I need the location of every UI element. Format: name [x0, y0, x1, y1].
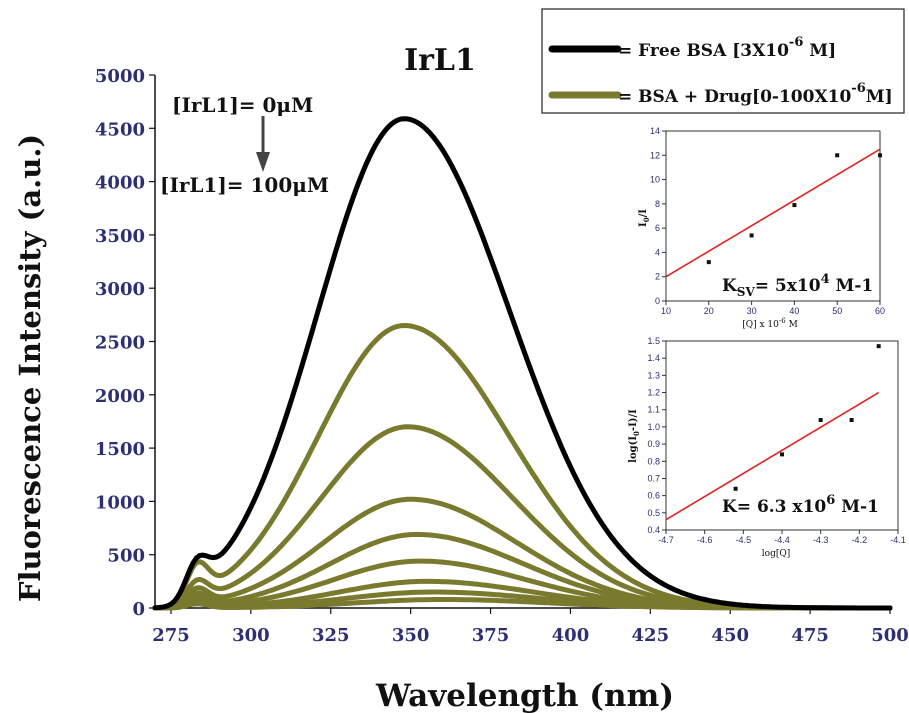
- inset-data-point: [876, 344, 881, 349]
- y-tick-label: 0: [132, 599, 145, 620]
- x-tick-label: 500: [871, 625, 909, 646]
- inset-x-tick-label: 20: [704, 306, 714, 316]
- main-axes: 275 300 325 350 375 400 425 450 475 5000500100015…: [95, 66, 909, 646]
- inset-x-tick-label: -4.2: [852, 535, 868, 545]
- inset-fit-line: [665, 148, 881, 278]
- x-tick-label: 300: [232, 625, 270, 646]
- annotation-end: [IrL1]= 100μM: [160, 173, 329, 197]
- inset2-x-label: log[Q]: [762, 549, 790, 559]
- inset-y-tick-label: 0.8: [647, 456, 660, 466]
- inset-x-tick-label: 30: [747, 306, 757, 316]
- x-tick-label: 400: [552, 625, 590, 646]
- y-tick-label: 3000: [95, 279, 145, 300]
- inset-y-tick-label: 4: [655, 247, 660, 257]
- x-tick-label: 425: [632, 625, 670, 646]
- inset-data-point: [835, 153, 840, 158]
- inset-data-point: [733, 486, 738, 491]
- inset-y-tick-label: 1.4: [647, 353, 660, 363]
- inset-y-tick-label: 0: [655, 296, 660, 306]
- y-tick-label: 2000: [95, 386, 145, 407]
- inset-y-tick-label: 2: [655, 272, 660, 282]
- chart-title: IrL1: [404, 43, 476, 78]
- y-tick-label: 3500: [95, 226, 145, 247]
- inset-data-point: [780, 452, 784, 457]
- inset-y-tick-label: 0.6: [647, 491, 660, 501]
- inset-y-tick-label: 12: [650, 150, 660, 160]
- inset-data-point: [706, 260, 711, 265]
- inset-x-tick-label: -4.4: [774, 535, 790, 545]
- inset-y-tick-label: 1.1: [647, 405, 660, 415]
- y-tick-label: 4500: [95, 119, 145, 140]
- annotation-arrow-head: [256, 152, 270, 172]
- inset-y-tick-label: 10: [650, 175, 660, 185]
- inset-data-point: [878, 153, 882, 158]
- inset-data-point: [818, 418, 823, 423]
- inset-x-tick-label: 10: [661, 306, 671, 316]
- legend-entry-bsa-drug: = BSA + Drug[0-100X10-6M]: [618, 81, 893, 107]
- inset2-y-label: log(I0-I)/I: [628, 409, 641, 463]
- inset1-annotation: KSV= 5x104 M-1: [722, 272, 873, 299]
- y-tick-label: 1500: [95, 439, 145, 460]
- inset-y-tick-label: 14: [650, 126, 660, 136]
- inset1-x-label: [Q] x 10-6 M: [742, 317, 798, 330]
- inset-y-tick-label: 0.4: [647, 525, 660, 535]
- x-tick-label: 475: [791, 625, 829, 646]
- inset-y-tick-label: 6: [655, 223, 660, 233]
- inset-y-tick-label: 1.3: [647, 370, 660, 380]
- inset-x-tick-label: 40: [789, 306, 799, 316]
- main-curves: [152, 116, 893, 611]
- inset-fit-line: [665, 391, 880, 521]
- y-tick-label: 500: [107, 546, 145, 567]
- inset-y-tick-label: 0.7: [647, 473, 660, 483]
- inset-y-tick-label: 1.5: [647, 336, 660, 346]
- y-tick-label: 2500: [95, 333, 145, 354]
- y-axis-label-group: Fluorescence Intensity (a.u.): [13, 134, 47, 602]
- x-tick-label: 350: [392, 625, 430, 646]
- y-tick-label: 1000: [95, 492, 145, 513]
- inset-x-tick-label: 60: [875, 306, 885, 316]
- inset-y-tick-label: 1.2: [647, 388, 660, 398]
- inset-x-tick-label: -4.1: [890, 535, 906, 545]
- inset-y-tick-label: 8: [655, 199, 660, 209]
- legend-entry-free-bsa: = Free BSA [3X10-6 M]: [618, 35, 836, 61]
- inset-x-tick-label: -4.3: [813, 535, 829, 545]
- y-axis-label: Fluorescence Intensity (a.u.): [13, 134, 47, 602]
- inset-x-tick-label: -4.5: [736, 535, 752, 545]
- inset-double-log: -4.7 -4.6 -4.5 -4.4 -4.3 -4.2 -4.1 0.4 0.5 0.6 0.7…: [628, 336, 906, 559]
- inset-y-tick-label: 0.9: [647, 439, 660, 449]
- inset-frame: [665, 130, 881, 302]
- inset-y-tick-label: 0.5: [647, 508, 660, 518]
- inset-data-point: [792, 203, 797, 208]
- x-tick-label: 375: [472, 625, 510, 646]
- inset1-y-label: I0/I: [638, 209, 651, 227]
- inset2-annotation: K= 6.3 x106 M-1: [722, 493, 879, 517]
- x-tick-label: 275: [152, 625, 190, 646]
- annotation-start: [IrL1]= 0μM: [172, 93, 313, 117]
- x-axis-label: Wavelength (nm): [375, 678, 674, 713]
- y-tick-label: 4000: [95, 173, 145, 194]
- inset-data-point: [849, 418, 854, 423]
- y-tick-label: 5000: [95, 66, 145, 87]
- inset-stern-volmer: 10 20 30 40 50 60 0 2 4 6 8 10 12 14 I0/I [Q] x 10-6 M: [638, 126, 885, 330]
- inset-y-tick-label: 1.0: [647, 422, 660, 432]
- inset-x-tick-label: -4.7: [658, 535, 674, 545]
- spectrum-curve: [152, 116, 893, 611]
- inset-data-point: [749, 233, 754, 238]
- inset-x-tick-label: -4.6: [697, 535, 713, 545]
- x-tick-label: 450: [711, 625, 749, 646]
- legend: = Free BSA [3X10-6 M] = BSA + Drug[0-100…: [541, 8, 905, 114]
- inset-x-tick-label: 50: [832, 306, 842, 316]
- x-tick-label: 325: [312, 625, 350, 646]
- inset-frame: [665, 340, 899, 531]
